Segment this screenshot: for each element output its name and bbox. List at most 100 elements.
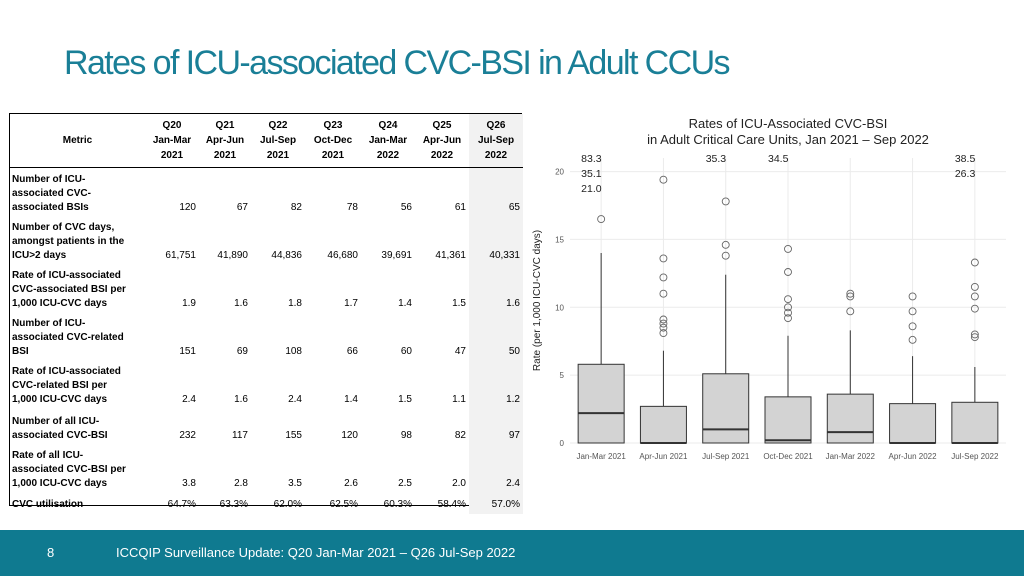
- y-tick-label: 20: [555, 168, 564, 177]
- outlier-point: [784, 314, 792, 323]
- outlier-point: [784, 244, 792, 253]
- outlier-point: [659, 323, 668, 332]
- outlier-point: [846, 289, 855, 298]
- column-header-q: Q24: [378, 119, 398, 131]
- y-tick-label: 5: [560, 371, 565, 380]
- column-header-year: 2022: [430, 149, 454, 161]
- outlier-point: [597, 215, 606, 224]
- box-body: [889, 403, 937, 444]
- table-cell: 3.5: [288, 478, 302, 489]
- table-row: Rate of ICU-associated CVC-related BSI pe…: [10, 361, 523, 409]
- chart-title-line: Rates of ICU-Associated CVC-BSI: [689, 116, 888, 131]
- table-cell: 1.4: [344, 394, 358, 405]
- metric-label-line: 1,000 ICU-CVC days: [12, 298, 108, 309]
- column-header-months: Jan-Mar: [368, 134, 408, 146]
- offscale-value-label: 34.5: [768, 153, 789, 165]
- metric-label: Number of CVC days, amongst patients in t…: [10, 217, 145, 265]
- table-row: CVC utilisation 64.7% 63.3% 62.0% 62.5% 60.3%…: [10, 493, 523, 514]
- table-cell: 2.4: [469, 445, 523, 493]
- column-header-q: Q23: [323, 119, 343, 131]
- table-cell: 61,751: [165, 250, 196, 261]
- table-row: Number of all ICU-associated CVC-BSI 232 1…: [10, 409, 523, 445]
- table-cell: 63.3%: [219, 499, 248, 510]
- metrics-table: Metric Q20 Jan-Mar 2021 Q21 Apr-Jun 2021 Q22 Ju…: [9, 113, 523, 514]
- metric-label: Number of all ICU-associated CVC-BSI: [10, 409, 145, 445]
- table-cell: 58.4%: [437, 499, 466, 510]
- x-tick-label: Apr-Jun 2021: [639, 452, 688, 461]
- table-row: Number of ICU-associated CVC-related BSI 1…: [10, 313, 523, 361]
- table-cell: 120: [179, 202, 196, 213]
- x-tick-label: Jan-Mar 2022: [826, 452, 876, 461]
- table-cell: 65: [469, 167, 523, 217]
- x-tick-label: Jul-Sep 2022: [951, 452, 999, 461]
- column-header-q20: Q20 Jan-Mar 2021: [145, 114, 199, 167]
- table-cell: 1.9: [182, 298, 196, 309]
- metric-label-line: amongst patients in the: [12, 236, 125, 247]
- table-cell: 120: [341, 430, 358, 441]
- column-header-q: Q25: [432, 119, 452, 131]
- outlier-point: [784, 303, 792, 312]
- outlier-point: [908, 322, 917, 331]
- table-cell: 69: [236, 346, 248, 357]
- table-cell: 1.1: [452, 394, 466, 405]
- table-cell: 1.7: [344, 298, 358, 309]
- box-body: [702, 373, 750, 444]
- metric-label-line: BSI: [12, 346, 29, 357]
- metric-label-line: CVC-associated BSI per: [12, 284, 126, 295]
- column-header-q: Q22: [268, 119, 288, 131]
- metric-label: Rate of ICU-associated CVC-related BSI pe…: [10, 361, 145, 409]
- page-title: Rates of ICU-associated CVC-BSI in Adult…: [64, 44, 731, 82]
- table-row: Rate of ICU-associated CVC-associated BSI…: [10, 265, 523, 313]
- column-header-year: 2021: [321, 149, 345, 161]
- outlier-point: [659, 273, 668, 282]
- table-cell: 67: [236, 202, 248, 213]
- column-header-q22: Q22 Jul-Sep 2021: [251, 114, 305, 167]
- metric-label-line: associated CVC-: [12, 188, 91, 199]
- metric-label-line: associated CVC-BSI per: [12, 464, 126, 475]
- outlier-point: [970, 292, 979, 301]
- metric-label-line: Rate of all ICU-: [12, 450, 84, 461]
- box-body: [764, 396, 812, 444]
- table-cell: 56: [400, 202, 412, 213]
- metric-label-line: CVC utilisation: [12, 499, 84, 510]
- box-body: [639, 405, 687, 444]
- table-cell: 1.5: [398, 394, 412, 405]
- column-header-months: Apr-Jun: [422, 134, 462, 146]
- table-cell: 41,361: [435, 250, 466, 261]
- outlier-point: [721, 197, 730, 206]
- table-cell: 1.6: [234, 298, 248, 309]
- metric-label: Number of ICU-associated CVC-related BSI: [10, 313, 145, 361]
- table-cell: 62.5%: [329, 499, 358, 510]
- table-row: Number of ICU-associated CVC-associated …: [10, 167, 523, 217]
- y-tick-label: 0: [560, 439, 565, 448]
- table-cell: 108: [285, 346, 302, 357]
- metric-label: CVC utilisation: [10, 493, 145, 514]
- column-header-year: 2022: [376, 149, 400, 161]
- outlier-point: [659, 175, 668, 184]
- metric-label-line: 1,000 ICU-CVC days: [12, 394, 108, 405]
- outlier-point: [970, 330, 979, 339]
- table-cell: 41,890: [217, 250, 248, 261]
- offscale-value-label: 35.3: [706, 153, 727, 165]
- metric-label-line: 1,000 ICU-CVC days: [12, 478, 108, 489]
- metric-label: Rate of ICU-associated CVC-associated BSI…: [10, 265, 145, 313]
- table-cell: 61: [454, 202, 466, 213]
- box-body: [577, 363, 625, 444]
- column-header-q: Q26: [486, 119, 506, 131]
- column-header-months: Jul-Sep: [477, 134, 515, 146]
- column-header-year: 2022: [484, 149, 508, 161]
- y-tick-label: 10: [555, 303, 564, 312]
- outlier-point: [970, 282, 979, 291]
- metric-label-line: Rate of ICU-associated: [12, 366, 121, 377]
- column-header-q21: Q21 Apr-Jun 2021: [199, 114, 251, 167]
- outlier-point: [659, 329, 668, 338]
- outlier-point: [846, 307, 855, 316]
- outlier-point: [721, 251, 730, 260]
- metric-label-line: Number of ICU-: [12, 318, 86, 329]
- metric-label: Number of ICU-associated CVC-associated …: [10, 167, 145, 217]
- table-cell: 39,691: [381, 250, 412, 261]
- x-tick-label: Jul-Sep 2021: [702, 452, 750, 461]
- offscale-value-label: 35.1: [581, 168, 602, 180]
- column-header-q23: Q23 Oct-Dec 2021: [305, 114, 361, 167]
